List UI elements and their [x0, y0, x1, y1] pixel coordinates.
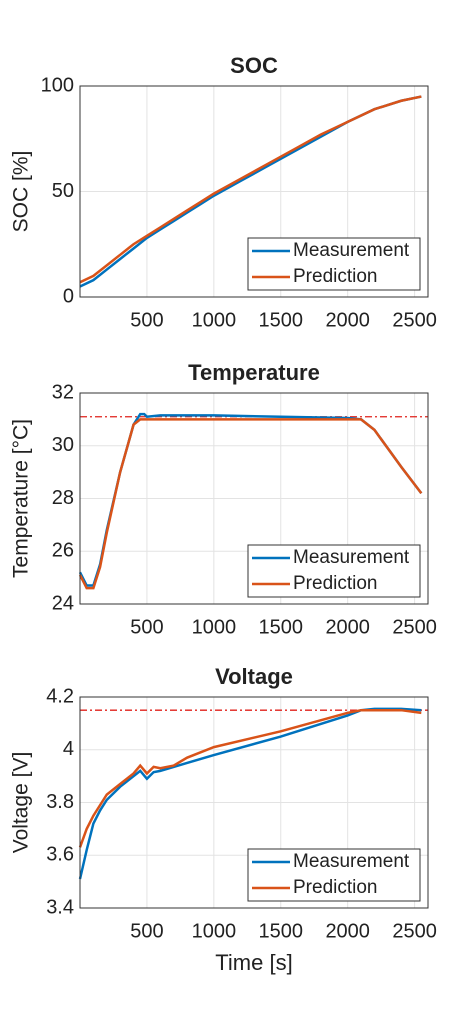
axes-box: [79, 392, 429, 605]
x-tick-label: 2500: [392, 920, 437, 942]
chart-title: Temperature: [188, 360, 320, 385]
y-tick-label: 4.2: [46, 685, 74, 707]
y-tick-label: 100: [41, 74, 74, 96]
axes-box: [79, 85, 429, 298]
series-line: [79, 95, 422, 284]
chart-title: SOC: [230, 53, 278, 78]
legend-label: Measurement: [293, 547, 410, 568]
y-tick-label: 3.4: [46, 896, 74, 918]
x-tick-label: 1500: [259, 309, 304, 331]
x-axis-label: Time [s]: [215, 950, 292, 975]
y-tick-label: 50: [52, 180, 74, 202]
legend: Measurement Prediction: [247, 544, 421, 598]
legend-label: Prediction: [293, 573, 378, 594]
x-tick-label: 1500: [259, 920, 304, 942]
legend-box: [247, 544, 421, 598]
legend-label: Prediction: [293, 877, 378, 898]
chart-title: Voltage: [215, 664, 293, 689]
legend: Measurement Prediction: [247, 237, 421, 291]
y-axis-label: Temperature [°C]: [10, 419, 33, 578]
x-tick-label: 1000: [192, 616, 237, 638]
series-line: [78, 708, 422, 848]
series-line: [78, 418, 423, 590]
y-tick-label: 32: [52, 381, 74, 403]
legend-box: [247, 848, 421, 902]
y-tick-label: 24: [52, 592, 74, 614]
y-tick-label: 3.6: [46, 844, 74, 866]
legend: Measurement Prediction: [247, 848, 421, 902]
x-tick-label: 500: [130, 920, 163, 942]
x-tick-label: 500: [130, 616, 163, 638]
y-axis-label: SOC [%]: [10, 151, 33, 233]
axes-box: [79, 696, 429, 909]
y-tick-label: 0: [63, 285, 74, 307]
y-tick-label: 26: [52, 540, 74, 562]
x-tick-label: 2000: [325, 920, 370, 942]
x-tick-label: 1000: [192, 920, 237, 942]
y-axis-label: Voltage [V]: [10, 752, 33, 854]
y-tick-label: 3.8: [46, 791, 74, 813]
x-tick-label: 2500: [392, 309, 437, 331]
legend-label: Prediction: [293, 266, 378, 287]
legend-label: Measurement: [293, 851, 410, 872]
y-tick-label: 30: [52, 434, 74, 456]
x-tick-label: 2500: [392, 616, 437, 638]
x-tick-label: 2000: [325, 616, 370, 638]
y-tick-label: 4: [63, 738, 74, 760]
x-tick-label: 1000: [192, 309, 237, 331]
x-tick-label: 1500: [259, 616, 304, 638]
x-tick-label: 500: [130, 309, 163, 331]
x-tick-label: 2000: [325, 309, 370, 331]
legend-label: Measurement: [293, 240, 410, 261]
legend-box: [247, 237, 421, 291]
y-tick-label: 28: [52, 487, 74, 509]
